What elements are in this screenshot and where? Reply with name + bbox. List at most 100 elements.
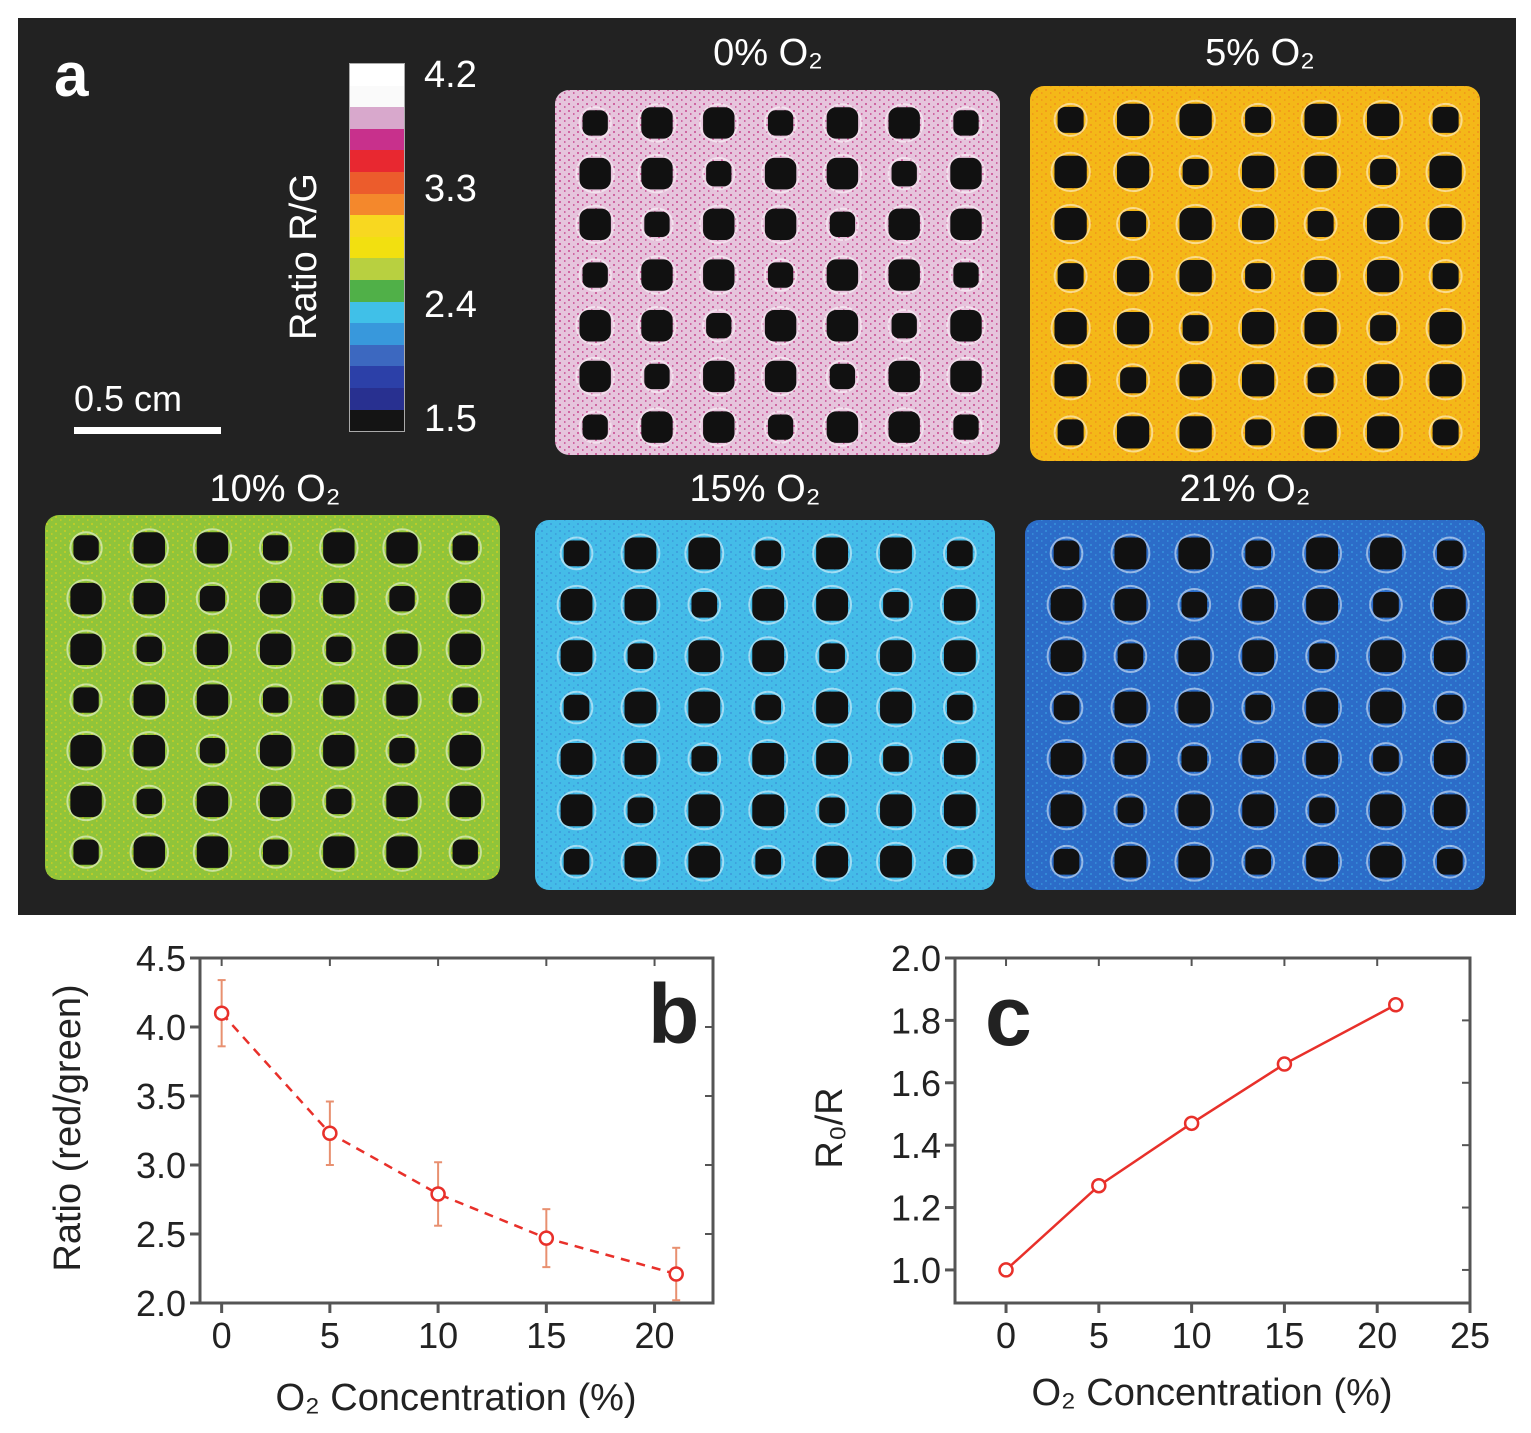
pore-ring [1305, 639, 1339, 674]
pore [888, 208, 920, 241]
pore [563, 540, 590, 567]
pore-ring [1300, 99, 1341, 140]
pore-ring [445, 629, 485, 670]
pore [1053, 694, 1080, 721]
pore [950, 157, 982, 190]
pore [1114, 845, 1147, 878]
scale-bar [74, 427, 221, 434]
pore-ring [1112, 151, 1154, 193]
pore [624, 845, 657, 878]
pore-ring [1174, 687, 1215, 728]
pore-ring [1241, 415, 1276, 450]
pore-ring [578, 410, 612, 444]
pore-ring [559, 536, 594, 571]
pore [888, 360, 920, 393]
pore-ring [1302, 584, 1343, 625]
pore-ring [1241, 536, 1276, 571]
panel-title-10: 10% O₂ [209, 468, 341, 510]
pore-ring [1050, 308, 1091, 349]
pore-ring [1046, 636, 1087, 677]
pore-ring [763, 106, 798, 140]
pore-ring [1362, 360, 1404, 401]
panel-title-5: 5% O₂ [1205, 32, 1315, 74]
pore [641, 259, 673, 291]
pore-ring [1425, 203, 1466, 245]
pore-ring [1433, 690, 1467, 725]
pore [816, 743, 849, 775]
pore [624, 588, 657, 621]
panel-letter-a: a [54, 41, 89, 110]
pore-ring [1302, 841, 1343, 882]
pore-ring [1175, 360, 1216, 401]
pore [703, 107, 735, 139]
pore [70, 735, 102, 767]
pore [1050, 794, 1083, 827]
pore-ring [812, 584, 853, 625]
pore-ring [1369, 587, 1403, 622]
pore [829, 211, 856, 238]
chart-c-xtick-label: 15 [1264, 1315, 1304, 1356]
pore [1116, 416, 1150, 449]
pore-ring [684, 790, 725, 831]
pore-ring [445, 781, 485, 822]
pore [829, 363, 856, 390]
pore [752, 640, 785, 673]
pore [764, 157, 797, 190]
pore-ring [939, 790, 980, 831]
pore-ring [687, 587, 722, 622]
scaffold-image [1025, 520, 1485, 890]
pore [73, 839, 99, 865]
pore-ring [1175, 99, 1216, 140]
pore-ring [1241, 259, 1276, 294]
pore [326, 636, 352, 663]
pore-ring [1300, 412, 1341, 453]
pore-ring [822, 153, 863, 194]
pore-ring [1303, 363, 1338, 398]
pore-ring [825, 359, 860, 394]
pore [816, 537, 849, 570]
pore [1429, 364, 1462, 397]
pore-ring [1046, 739, 1087, 779]
pore-ring [1429, 636, 1470, 677]
pore-ring [1237, 308, 1279, 349]
chart-c-data-point [1183, 1115, 1200, 1132]
pore [1366, 416, 1400, 449]
pore [1306, 537, 1339, 570]
pore [953, 414, 979, 440]
pore [1433, 743, 1466, 775]
colorbar-swatch [350, 128, 404, 151]
pore [452, 535, 478, 561]
pore [1304, 103, 1337, 136]
pore [888, 411, 920, 443]
pore [953, 110, 979, 136]
pore-ring [751, 690, 786, 725]
pore-ring [1428, 102, 1463, 137]
pore-ring [385, 581, 419, 616]
pore [196, 532, 229, 564]
pore-ring [1366, 636, 1406, 677]
pore-ring [1425, 308, 1466, 349]
pore [947, 540, 973, 567]
pore-ring [1116, 207, 1151, 242]
pore-ring [1178, 154, 1213, 189]
chart-b-fit-curve [220, 1012, 677, 1276]
colorbar-swatch [350, 215, 404, 237]
pore [259, 582, 292, 615]
pore [880, 794, 912, 827]
pore [1370, 845, 1402, 878]
pore [1433, 640, 1466, 673]
pore [1245, 694, 1272, 721]
pore-ring [946, 306, 986, 346]
pore [703, 259, 735, 291]
chart-c-data-point [1388, 997, 1404, 1013]
pore [819, 797, 845, 824]
pore [1120, 211, 1147, 238]
pore-ring [684, 841, 725, 882]
pore [1306, 691, 1339, 724]
pore [641, 157, 673, 190]
pore-ring [812, 739, 853, 779]
pore-ring [1366, 841, 1406, 882]
pore-ring [763, 410, 798, 444]
pore-ring [699, 204, 739, 245]
pore-ring [815, 639, 849, 674]
